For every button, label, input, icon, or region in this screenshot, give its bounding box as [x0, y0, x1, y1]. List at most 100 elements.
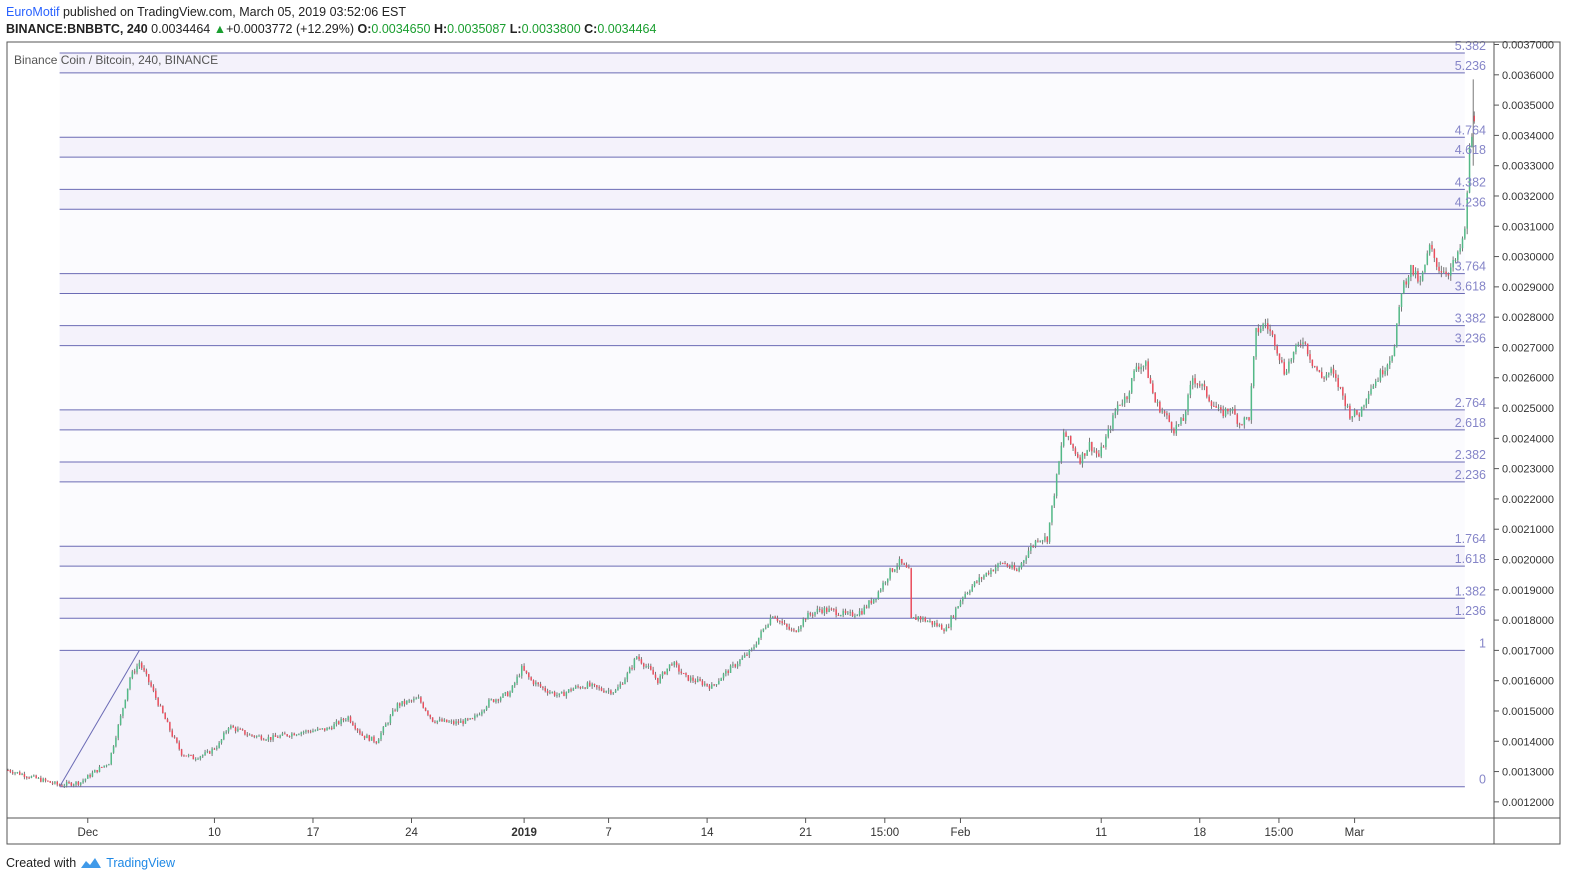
- time-tick-label: Dec: [78, 827, 99, 839]
- candle-body: [401, 701, 403, 706]
- candle-body: [1457, 251, 1459, 260]
- fib-band: [59, 618, 1465, 651]
- candle-body: [124, 699, 127, 708]
- candle-body: [70, 782, 73, 786]
- candle-body: [739, 659, 741, 664]
- candle-body: [971, 586, 973, 592]
- candle-body: [1290, 359, 1292, 362]
- candle-body: [973, 581, 976, 587]
- candle-body: [140, 662, 143, 668]
- candle-body: [1170, 421, 1173, 430]
- candle-body: [279, 735, 281, 738]
- candle-body: [732, 664, 734, 666]
- price-tick-label: 0.0026000: [1502, 373, 1554, 385]
- candle-body: [1105, 436, 1107, 448]
- candle-body: [856, 615, 858, 617]
- candle-body: [1297, 343, 1300, 345]
- candle-body: [903, 563, 905, 565]
- candle-body: [1365, 399, 1368, 406]
- candle-body: [326, 727, 328, 731]
- candle-body: [955, 608, 957, 618]
- candle-body: [847, 612, 849, 614]
- candle-body: [692, 677, 694, 681]
- candle-body: [718, 680, 720, 685]
- candle-body: [835, 609, 837, 615]
- candle-body: [356, 728, 359, 731]
- candle-body: [1468, 147, 1471, 193]
- price-tick-label: 0.0030000: [1502, 252, 1554, 264]
- candle-body: [1011, 565, 1013, 568]
- candle-body: [1004, 563, 1006, 565]
- time-tick-label: 14: [701, 827, 714, 839]
- created-with-text: Created with: [6, 856, 77, 870]
- candle-body: [560, 691, 563, 694]
- candle-body: [1196, 383, 1199, 385]
- candle-body: [645, 666, 647, 668]
- candle-body: [1241, 424, 1243, 426]
- candle-body: [933, 622, 936, 625]
- candle-body: [863, 606, 866, 615]
- candle-body: [584, 687, 586, 689]
- price-tick-label: 0.0031000: [1502, 221, 1554, 233]
- candle-body: [328, 727, 331, 729]
- tradingview-link[interactable]: TradingView: [106, 856, 175, 870]
- candle-body: [997, 563, 999, 568]
- candle-body: [1084, 453, 1086, 456]
- candle-body: [1335, 373, 1337, 378]
- candle-body: [204, 752, 206, 755]
- candle-body: [1051, 505, 1053, 523]
- candle-body: [574, 686, 577, 689]
- candle-body: [284, 733, 286, 735]
- candle-body: [511, 685, 514, 693]
- candle-body: [521, 665, 523, 676]
- price-chart[interactable]: 0 1 1.236 1.382 1.618 1.764 2.236 2.382 2.618 2.7…: [0, 0, 1588, 850]
- candle-body: [720, 678, 722, 681]
- candle-body: [593, 683, 596, 686]
- candle-body: [990, 569, 992, 575]
- candle-body: [769, 617, 772, 625]
- author-link[interactable]: EuroMotif: [6, 5, 60, 19]
- candle-body: [924, 617, 927, 622]
- candle-body: [542, 686, 544, 688]
- candle-body: [277, 736, 279, 738]
- candle-body: [155, 690, 157, 698]
- candle-body: [68, 782, 70, 784]
- candle-body: [342, 718, 345, 721]
- candle-body: [774, 616, 776, 619]
- candle-body: [1135, 366, 1138, 371]
- candle-body: [1077, 453, 1079, 458]
- candle-body: [1274, 334, 1276, 346]
- candle-body: [790, 629, 793, 631]
- candle-body: [976, 581, 978, 583]
- candle-body: [722, 673, 725, 679]
- candle-body: [1325, 374, 1328, 379]
- candle-body: [471, 718, 474, 720]
- candle-body: [1208, 396, 1210, 402]
- candle-body: [1393, 346, 1396, 357]
- candle-body: [1384, 370, 1386, 375]
- candle-body: [295, 734, 298, 736]
- candle-body: [35, 775, 37, 779]
- candle-body: [206, 751, 209, 753]
- candle-body: [1152, 383, 1154, 393]
- change-value: +0.0003772 (+12.29%): [226, 22, 355, 36]
- candle-body: [293, 733, 295, 736]
- candle-body: [964, 594, 966, 598]
- candle-body: [612, 692, 615, 694]
- candle-body: [1182, 417, 1185, 421]
- candle-body: [410, 700, 413, 702]
- candle-body: [1407, 277, 1410, 285]
- candle-body: [495, 699, 497, 702]
- fib-level-label: 3.382: [1455, 312, 1486, 326]
- candle-body: [947, 626, 950, 628]
- candle-body: [194, 758, 197, 760]
- candle-body: [1128, 392, 1131, 400]
- candle-body: [783, 623, 786, 625]
- candle-body: [319, 728, 321, 730]
- candle-body: [260, 735, 263, 740]
- candle-body: [633, 659, 636, 668]
- candle-body: [82, 780, 84, 783]
- candle-body: [807, 612, 809, 620]
- fib-level-label: 1.236: [1455, 604, 1486, 618]
- candle-body: [865, 606, 868, 608]
